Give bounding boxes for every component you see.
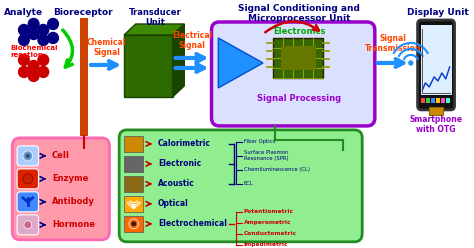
Text: Impedimetric: Impedimetric bbox=[244, 242, 288, 247]
Circle shape bbox=[23, 174, 33, 184]
Bar bbox=[281, 46, 316, 70]
Bar bbox=[420, 25, 452, 95]
Bar bbox=[124, 156, 144, 172]
Circle shape bbox=[38, 34, 49, 45]
Text: Biochemical
reaction: Biochemical reaction bbox=[10, 45, 58, 59]
Text: Signal
Transmission: Signal Transmission bbox=[365, 33, 421, 53]
Circle shape bbox=[129, 219, 138, 229]
Circle shape bbox=[131, 221, 136, 226]
Circle shape bbox=[38, 25, 49, 35]
Text: Acoustic: Acoustic bbox=[158, 179, 195, 188]
Bar bbox=[273, 38, 323, 78]
FancyArrowPatch shape bbox=[63, 30, 73, 67]
Text: Antibody: Antibody bbox=[52, 197, 95, 206]
Polygon shape bbox=[124, 24, 184, 35]
Circle shape bbox=[28, 61, 39, 71]
FancyBboxPatch shape bbox=[17, 169, 38, 189]
Circle shape bbox=[18, 66, 29, 77]
Text: ECL: ECL bbox=[244, 181, 253, 186]
Bar bbox=[124, 176, 144, 192]
Text: Display Unit: Display Unit bbox=[407, 8, 469, 17]
Text: Optical: Optical bbox=[158, 199, 189, 208]
FancyBboxPatch shape bbox=[17, 215, 38, 235]
Text: Hormone: Hormone bbox=[52, 220, 95, 229]
Circle shape bbox=[48, 19, 58, 30]
Bar bbox=[124, 196, 144, 212]
FancyBboxPatch shape bbox=[17, 192, 38, 212]
Text: Potentiometric: Potentiometric bbox=[244, 209, 293, 214]
Circle shape bbox=[28, 29, 39, 39]
Polygon shape bbox=[219, 38, 263, 88]
Text: Bioreceptor: Bioreceptor bbox=[54, 8, 113, 17]
FancyBboxPatch shape bbox=[12, 138, 109, 240]
Bar bbox=[446, 98, 450, 103]
Bar bbox=[80, 18, 88, 136]
Circle shape bbox=[132, 205, 135, 208]
Bar bbox=[431, 98, 435, 103]
Text: Amperometric: Amperometric bbox=[244, 220, 291, 225]
Text: Analyte: Analyte bbox=[4, 8, 44, 17]
Bar bbox=[124, 136, 144, 152]
Bar bbox=[436, 98, 440, 103]
Circle shape bbox=[409, 61, 413, 65]
Bar bbox=[124, 35, 173, 97]
Circle shape bbox=[28, 19, 39, 30]
Circle shape bbox=[38, 55, 49, 65]
Circle shape bbox=[38, 66, 49, 77]
Circle shape bbox=[23, 151, 33, 161]
FancyArrowPatch shape bbox=[265, 22, 319, 32]
Text: Fiber Optics: Fiber Optics bbox=[244, 139, 275, 144]
Text: Signal Processing: Signal Processing bbox=[257, 94, 341, 103]
Text: Electrochemical: Electrochemical bbox=[158, 219, 227, 228]
FancyBboxPatch shape bbox=[17, 146, 38, 166]
Bar bbox=[421, 98, 425, 103]
Text: Transducer
Unit: Transducer Unit bbox=[129, 8, 182, 27]
Bar bbox=[441, 98, 445, 103]
FancyBboxPatch shape bbox=[211, 22, 375, 126]
Text: Electrical
Signal: Electrical Signal bbox=[172, 31, 212, 50]
Text: Chemical
Signal: Chemical Signal bbox=[87, 37, 126, 57]
Circle shape bbox=[24, 221, 32, 229]
Circle shape bbox=[48, 32, 58, 43]
Circle shape bbox=[26, 154, 30, 158]
FancyBboxPatch shape bbox=[418, 20, 455, 110]
Text: Calorimetric: Calorimetric bbox=[158, 139, 211, 148]
Text: Electronics: Electronics bbox=[273, 27, 325, 36]
Bar bbox=[426, 98, 430, 103]
Text: Chemiluminescence (CL): Chemiluminescence (CL) bbox=[244, 167, 310, 172]
Text: Smartphone
with OTG: Smartphone with OTG bbox=[410, 115, 463, 134]
Text: Signal Conditioning and
Microprocessor Unit: Signal Conditioning and Microprocessor U… bbox=[238, 4, 360, 23]
Text: Surface Plasmon
Resonance (SPR): Surface Plasmon Resonance (SPR) bbox=[244, 151, 288, 161]
Circle shape bbox=[18, 25, 29, 35]
Text: Enzyme: Enzyme bbox=[52, 174, 89, 183]
Text: Conductometric: Conductometric bbox=[244, 231, 297, 236]
Bar bbox=[124, 216, 144, 232]
Polygon shape bbox=[173, 24, 184, 97]
Circle shape bbox=[18, 34, 29, 45]
Text: Electronic: Electronic bbox=[158, 159, 201, 168]
Text: Cell: Cell bbox=[52, 151, 70, 160]
Bar bbox=[429, 107, 443, 115]
Circle shape bbox=[18, 55, 29, 65]
Circle shape bbox=[28, 70, 39, 81]
FancyBboxPatch shape bbox=[119, 130, 362, 242]
